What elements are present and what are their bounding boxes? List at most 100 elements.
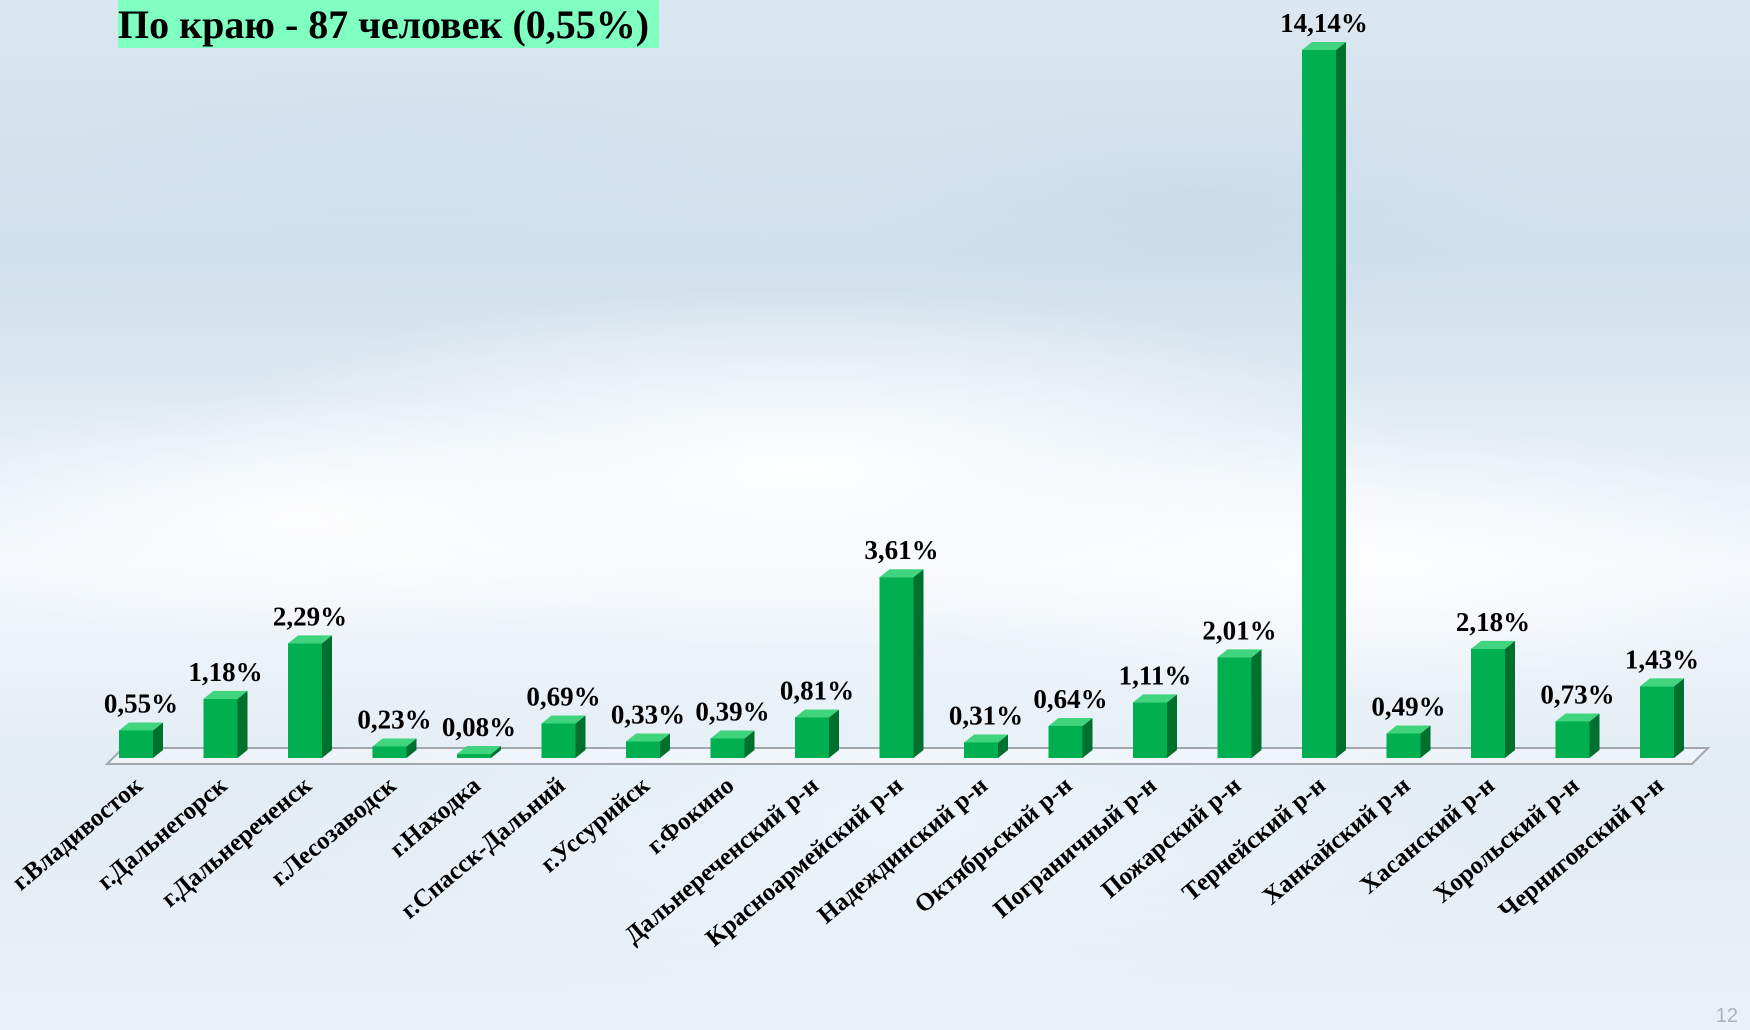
bar-group: [1640, 678, 1684, 758]
data-label: 0,81%: [780, 675, 854, 705]
data-label: 1,43%: [1625, 644, 1699, 674]
bar-side: [1336, 42, 1346, 758]
bar-side: [744, 730, 755, 758]
data-label: 3,61%: [864, 535, 938, 565]
bar-top: [626, 733, 670, 742]
bar: [203, 698, 238, 758]
bar: [626, 741, 660, 758]
bar-group: [119, 722, 163, 758]
bar: [372, 746, 407, 758]
data-label: 0,73%: [1540, 679, 1614, 709]
bar-side: [1251, 649, 1262, 758]
bar: [1133, 702, 1167, 758]
bar: [1640, 686, 1674, 758]
bar: [541, 723, 576, 758]
title-banner: По краю - 87 человек (0,55%): [118, 0, 660, 48]
data-label: 0,39%: [695, 696, 769, 726]
page-number: 12: [1715, 1005, 1738, 1027]
bar-group: [1217, 649, 1262, 758]
bar-top: [795, 709, 839, 718]
bar-group: [795, 709, 839, 758]
data-label: 0,55%: [104, 688, 178, 718]
bar-group: [964, 734, 1008, 758]
bar-top: [964, 734, 1008, 743]
bar-top: [1133, 694, 1177, 703]
bar-side: [1082, 717, 1093, 758]
bar-group: [626, 733, 670, 758]
bar-group: [1133, 694, 1177, 758]
data-label: 0,33%: [611, 699, 685, 729]
bar-top: [1048, 717, 1093, 726]
data-label: 2,01%: [1202, 615, 1276, 645]
bar-side: [829, 709, 839, 758]
category-label: Тернейский р-н: [1177, 772, 1331, 907]
bar: [1386, 733, 1421, 758]
bar-group: [288, 635, 332, 758]
bar: [795, 717, 829, 758]
data-label: 1,18%: [188, 657, 262, 687]
bar-top: [203, 690, 248, 699]
bar-top: [541, 715, 586, 724]
data-label: 14,14%: [1280, 8, 1368, 38]
bar: [1471, 648, 1505, 758]
bar-group: [1048, 717, 1093, 758]
bar-top: [1217, 649, 1262, 658]
data-labels-layer: 0,55% 1,18% 2,29% 0,23% 0,08% 0,69% 0,33% 0,39%…: [104, 8, 1699, 742]
data-label: 2,18%: [1456, 607, 1530, 637]
bar-group: [372, 738, 417, 758]
bar-group: [1302, 42, 1346, 758]
tick-labels-layer: г.Владивостокг.Дальнегорскг.Дальнереченс…: [7, 772, 1669, 953]
bar-group: [879, 569, 924, 758]
bar-side: [1589, 713, 1600, 758]
category-label: Хорольский р-н: [1429, 772, 1584, 909]
bar: [288, 643, 322, 758]
bar-side: [913, 569, 924, 758]
bar-top: [710, 730, 755, 739]
bar-top: [1471, 640, 1515, 649]
bar-side: [998, 734, 1008, 758]
data-label: 1,11%: [1119, 660, 1192, 690]
category-label: Пожарский р-н: [1096, 772, 1246, 904]
bar: [119, 730, 153, 758]
bar: [457, 753, 491, 758]
bars-layer: [119, 42, 1684, 758]
bar: [1217, 657, 1252, 758]
bar-group: [203, 690, 248, 758]
bar: [1302, 50, 1336, 758]
bar: [1048, 725, 1083, 758]
bar-side: [1505, 640, 1515, 758]
category-label: Пограничный р-н: [988, 772, 1161, 924]
category-label: Октябрьский р-н: [910, 772, 1078, 919]
bar-side: [1167, 694, 1177, 758]
bar-top: [457, 745, 501, 754]
bar-top: [1640, 678, 1684, 687]
bar-top: [1555, 713, 1600, 722]
bar-side: [237, 690, 248, 758]
bar-side: [660, 733, 670, 758]
bar-group: [1471, 640, 1515, 758]
bar-group: [541, 715, 586, 758]
bar-side: [406, 738, 417, 758]
bar-top: [1386, 725, 1431, 734]
bar-top: [372, 738, 417, 747]
bar: [964, 742, 998, 758]
data-label: 0,49%: [1371, 691, 1445, 721]
data-label: 0,69%: [526, 681, 600, 711]
bar: [1555, 721, 1590, 758]
bar-side: [575, 715, 586, 758]
bar-top: [1302, 42, 1346, 50]
bar-side: [153, 722, 163, 758]
bar-group: [1386, 725, 1431, 758]
data-label: 0,08%: [442, 712, 516, 742]
bar-top: [119, 722, 163, 731]
bar-side: [322, 635, 332, 758]
bar-side: [1420, 725, 1431, 758]
bar-top: [288, 635, 332, 644]
category-label: Ханкайский р-н: [1258, 772, 1416, 910]
bar-top: [879, 569, 924, 578]
bar-group: [1555, 713, 1600, 758]
page-title: По краю - 87 человек (0,55%): [118, 2, 650, 47]
bar-side: [1674, 678, 1684, 758]
data-label: 0,31%: [949, 700, 1023, 730]
